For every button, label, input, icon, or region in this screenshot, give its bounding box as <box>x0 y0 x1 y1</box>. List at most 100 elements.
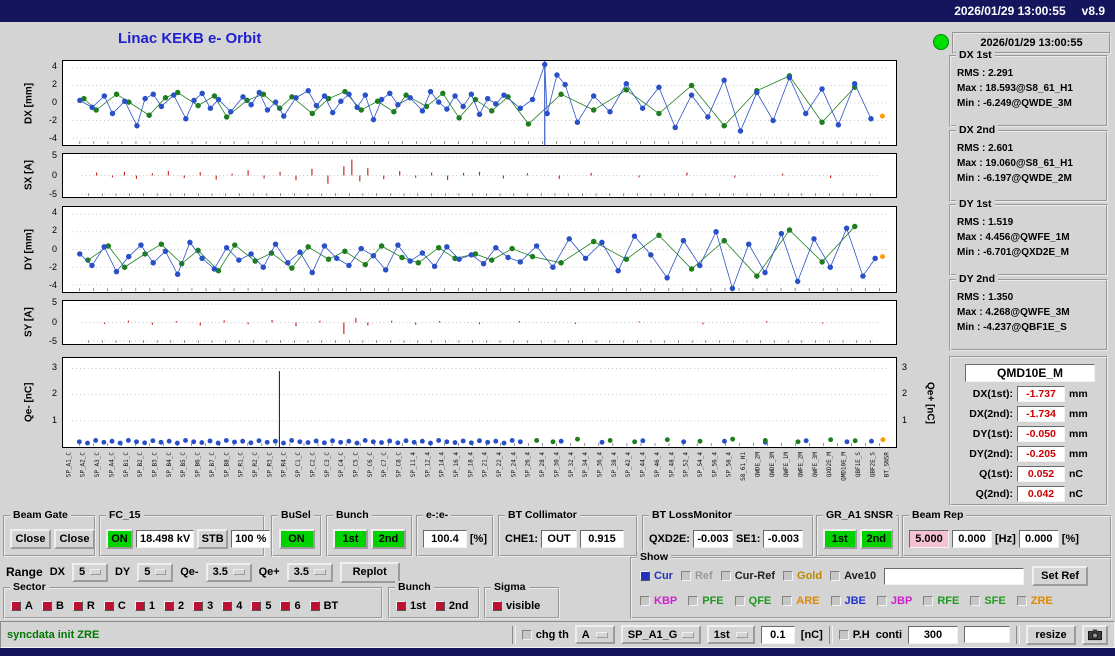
sector-select[interactable]: A <box>574 625 615 644</box>
checkbox-zre[interactable]: ZRE <box>1016 595 1053 607</box>
checkbox-c[interactable]: C <box>103 600 126 612</box>
resize-button[interactable]: resize <box>1026 624 1076 645</box>
range-qem-select[interactable]: 3.5 <box>205 562 252 582</box>
dy-plot-area[interactable] <box>62 206 897 293</box>
svg-text:SP_B2_C: SP_B2_C <box>137 452 144 478</box>
beam-rep-display-2: 0.000 <box>952 529 992 548</box>
svg-text:SP_22_4: SP_22_4 <box>496 452 503 478</box>
qxd2e-label: QXD2E: <box>649 532 690 545</box>
monitor-row-label: Q(2nd): <box>975 488 1013 500</box>
checkbox-box <box>309 601 320 611</box>
checkbox-box <box>640 571 650 581</box>
aux-input[interactable] <box>964 626 1010 643</box>
gr-snsr-1st-button[interactable]: 1st <box>823 528 857 549</box>
checkbox-bt[interactable]: BT <box>309 600 339 612</box>
beam-gate-close-button-2[interactable]: Close <box>54 528 95 549</box>
checkbox-label: Cur <box>654 570 673 582</box>
ph-checkbox[interactable]: P.H <box>838 628 870 641</box>
threshold-input[interactable]: 0.1 <box>760 625 795 644</box>
fc15-on-button[interactable]: ON <box>106 528 133 549</box>
checkbox-6[interactable]: 6 <box>280 600 301 612</box>
checkbox-visible[interactable]: visible <box>492 600 540 612</box>
beam-rep-group: Beam Rep 5.000 0.000 [Hz] 0.000 [%] <box>902 509 1112 557</box>
range-qep-label: Qe+ <box>258 566 280 578</box>
checkbox-are[interactable]: ARE <box>782 595 820 607</box>
ref-name-input[interactable] <box>884 567 1025 585</box>
checkbox-a[interactable]: A <box>11 600 33 612</box>
qe-plot-area[interactable] <box>62 357 897 448</box>
checkbox-label: ARE <box>796 595 820 607</box>
checkbox-cur[interactable]: Cur <box>640 570 673 582</box>
snapshot-datetime: 2026/01/29 13:00:55 <box>952 32 1111 54</box>
set-ref-button[interactable]: Set Ref <box>1032 566 1089 586</box>
checkbox-qfe[interactable]: QFE <box>734 595 771 607</box>
ph-label: P.H <box>852 628 870 641</box>
checkbox-gold[interactable]: Gold <box>783 570 822 582</box>
checkbox-label: 2nd <box>448 600 469 612</box>
sy-plot-area[interactable] <box>62 300 897 345</box>
checkbox-ave10[interactable]: Ave10 <box>830 570 876 582</box>
checkbox-2[interactable]: 2 <box>163 600 184 612</box>
checkbox-label: RFE <box>937 595 960 607</box>
fc15-stb-button[interactable]: STB <box>197 528 229 549</box>
checkbox-3[interactable]: 3 <box>193 600 213 612</box>
element-select[interactable]: SP_A1_G <box>620 625 701 644</box>
se1-display: -0.003 <box>763 529 804 548</box>
ytick-label: -4 <box>48 132 57 143</box>
checkbox-1[interactable]: 1 <box>134 600 155 612</box>
range-qep-select[interactable]: 3.5 <box>286 562 333 582</box>
range-dy-value: 5 <box>144 566 151 578</box>
checkbox-jbe[interactable]: JBE <box>830 595 866 607</box>
range-dy-select[interactable]: 5 <box>137 562 174 582</box>
checkbox-r[interactable]: R <box>72 600 95 612</box>
checkbox-label: BT <box>323 600 339 612</box>
busel-on-button[interactable]: ON <box>278 528 315 549</box>
plot-sx: SX [A] 5 0 -5 <box>24 150 897 199</box>
repeat-count-input[interactable]: 300 <box>908 625 958 644</box>
snapshot-button[interactable] <box>1082 624 1108 645</box>
checkbox-label: B <box>55 600 64 612</box>
checkbox-rfe[interactable]: RFE <box>923 595 959 607</box>
checkbox-pfe[interactable]: PFE <box>688 595 724 607</box>
checkbox-b[interactable]: B <box>41 600 64 612</box>
monitor-row-unit: mm <box>1069 388 1088 400</box>
sx-plot-area[interactable] <box>62 153 897 198</box>
element-select-value: SP_A1_G <box>627 628 678 641</box>
checkbox-ref[interactable]: Ref <box>680 570 713 582</box>
gr-snsr-2nd-button[interactable]: 2nd <box>859 528 893 549</box>
bunch-gate-group: Bunch 1st 2nd <box>326 509 413 557</box>
checkbox-1st[interactable]: 1st <box>396 600 426 612</box>
dx-plot-area[interactable] <box>62 60 897 146</box>
dy-axis-label: DY [mm] <box>23 229 35 270</box>
chg-th-checkbox[interactable]: chg th <box>521 629 569 641</box>
checkbox-2nd[interactable]: 2nd <box>434 600 469 612</box>
beam-gate-close-button-1[interactable]: Close <box>10 528 51 549</box>
ytick-label: 2 <box>51 225 57 236</box>
checkbox-4[interactable]: 4 <box>222 600 242 612</box>
range-dx-select[interactable]: 5 <box>71 562 108 582</box>
checkbox-cur-ref[interactable]: Cur-Ref <box>720 570 775 582</box>
svg-text:SP_R4_C: SP_R4_C <box>281 452 288 478</box>
selected-element-name[interactable]: QMD10E_M <box>965 364 1095 382</box>
svg-text:SP_18_4: SP_18_4 <box>467 452 474 478</box>
svg-text:SP_54_4: SP_54_4 <box>697 452 704 478</box>
svg-text:SP_14_4: SP_14_4 <box>439 452 446 478</box>
bunch-1st-button[interactable]: 1st <box>333 528 368 549</box>
top-titlebar: 2026/01/29 13:00:55 v8.9 <box>0 0 1115 22</box>
replot-button[interactable]: Replot <box>339 561 400 583</box>
checkbox-label: Ave10 <box>844 570 877 582</box>
bt-lossmonitor-group: BT LossMonitor QXD2E: -0.003 SE1: -0.003 <box>642 509 814 557</box>
checkbox-box <box>280 601 291 611</box>
dx-axis-label: DX [mm] <box>23 82 35 124</box>
bunch-order-select[interactable]: 1st <box>706 625 755 644</box>
checkbox-kbp[interactable]: KBP <box>640 595 677 607</box>
checkbox-5[interactable]: 5 <box>251 600 271 612</box>
checkbox-jbp[interactable]: JBP <box>876 595 912 607</box>
checkbox-box <box>134 601 145 611</box>
checkbox-label: KBP <box>654 595 678 607</box>
checkbox-sfe[interactable]: SFE <box>970 595 1006 607</box>
bunch-2nd-button[interactable]: 2nd <box>371 528 406 549</box>
svg-text:SP_24_4: SP_24_4 <box>510 452 517 478</box>
stat-group-title: DY 1st <box>956 198 995 210</box>
sy-axis-label: SY [A] <box>23 307 35 338</box>
